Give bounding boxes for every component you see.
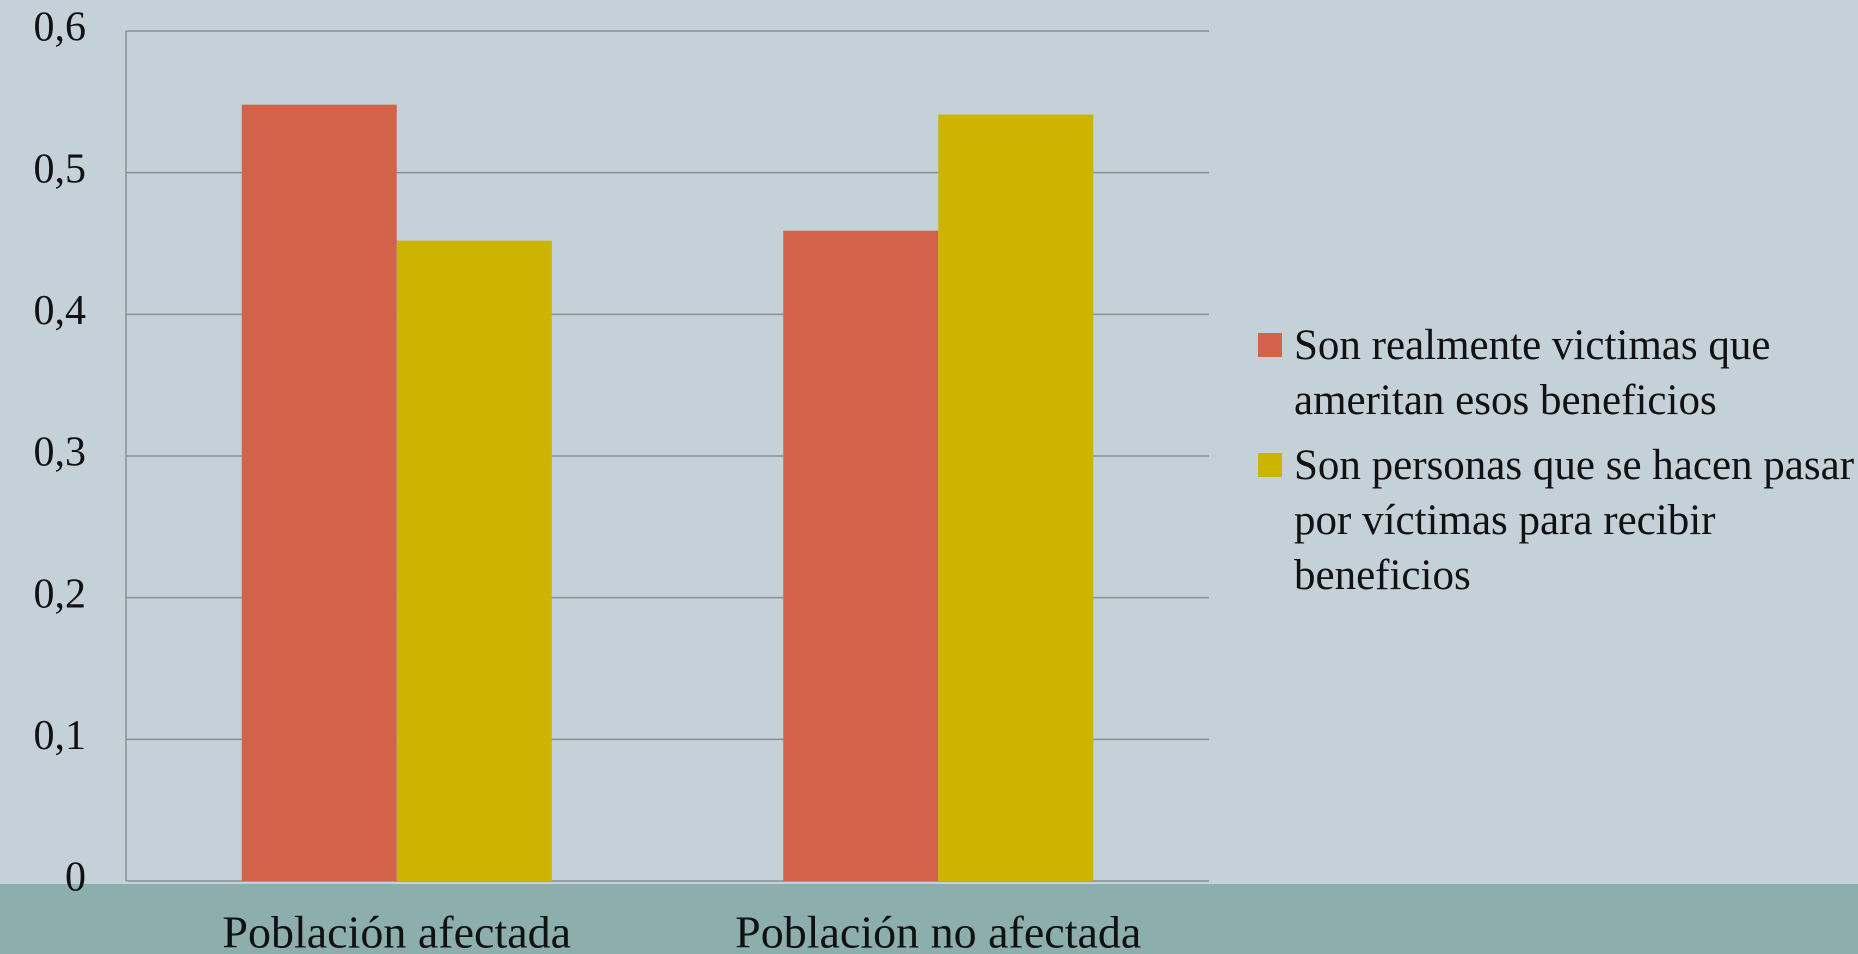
bar (938, 114, 1094, 882)
y-tick-label: 0 (65, 855, 86, 901)
legend-label: Son realmente victimas que ameritan esos… (1294, 322, 1771, 424)
legend: Son realmente victimas que ameritan esos… (1254, 318, 1858, 613)
legend-swatch (1258, 333, 1282, 357)
y-tick-label: 0,6 (34, 5, 87, 51)
x-tick-label: Población afectada (222, 907, 571, 954)
footer-band (0, 884, 1858, 954)
y-tick-label: 0,1 (34, 713, 87, 759)
bar (396, 240, 552, 881)
x-tick-label: Población no afectada (735, 907, 1141, 954)
legend-swatch (1258, 453, 1282, 477)
y-tick-label: 0,3 (34, 430, 87, 476)
legend-label: Son personas que se hacen pasar por víct… (1294, 442, 1855, 599)
y-tick-label: 0,2 (34, 571, 87, 617)
y-tick-label: 0,5 (34, 146, 87, 192)
legend-item: Son personas que se hacen pasar por víct… (1254, 438, 1858, 603)
y-tick-label: 0,4 (34, 288, 87, 334)
bar (241, 104, 397, 881)
bar (783, 230, 939, 881)
legend-item: Son realmente victimas que ameritan esos… (1254, 318, 1858, 428)
